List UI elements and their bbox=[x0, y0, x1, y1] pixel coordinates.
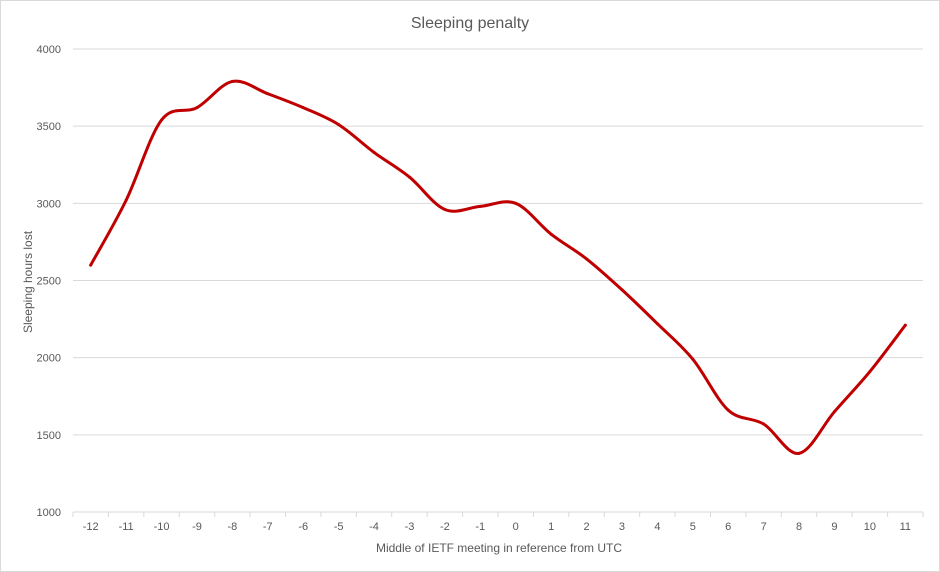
x-tick-label: 11 bbox=[900, 521, 911, 533]
chart-title: Sleeping penalty bbox=[411, 15, 529, 32]
y-axis-ticks: 1000 1500 2000 2500 3000 3500 4000 bbox=[37, 44, 61, 519]
x-tick-label: 10 bbox=[864, 521, 876, 533]
x-tick-label: -12 bbox=[83, 521, 99, 533]
x-tick-label: 7 bbox=[761, 521, 767, 533]
data-point bbox=[620, 288, 624, 292]
series-group bbox=[89, 79, 907, 455]
y-tick-label: 1000 bbox=[37, 507, 61, 519]
y-tick-label: 4000 bbox=[37, 44, 61, 56]
data-point bbox=[691, 357, 695, 361]
data-point bbox=[89, 263, 93, 267]
x-tick-label: 0 bbox=[513, 521, 519, 533]
y-tick-label: 3000 bbox=[37, 198, 61, 210]
data-point bbox=[301, 106, 305, 110]
data-point bbox=[797, 451, 801, 455]
data-point bbox=[514, 201, 518, 205]
x-tick-label: -3 bbox=[405, 521, 415, 533]
data-point bbox=[549, 232, 553, 236]
x-tick-label: 6 bbox=[725, 521, 731, 533]
x-tick-label: -9 bbox=[192, 521, 202, 533]
series-line bbox=[89, 79, 907, 455]
data-point bbox=[124, 198, 128, 202]
y-tick-label: 2500 bbox=[37, 276, 61, 288]
data-point bbox=[443, 208, 447, 212]
data-point bbox=[266, 92, 270, 96]
x-tick-label: 2 bbox=[583, 521, 589, 533]
x-tick-label: -1 bbox=[475, 521, 485, 533]
gridlines bbox=[73, 48, 923, 513]
x-tick-label: -2 bbox=[440, 521, 450, 533]
x-tick-label: -5 bbox=[334, 521, 344, 533]
data-point bbox=[195, 106, 199, 110]
data-point bbox=[655, 322, 659, 326]
x-tick-label: -6 bbox=[298, 521, 308, 533]
x-tick-label: 1 bbox=[548, 521, 554, 533]
x-axis-title: Middle of IETF meeting in reference from… bbox=[376, 541, 622, 555]
x-tick-label: -7 bbox=[263, 521, 273, 533]
x-tick-label: 3 bbox=[619, 521, 625, 533]
x-tick-label: -4 bbox=[369, 521, 379, 533]
y-axis-title: Sleeping hours lost bbox=[21, 230, 35, 333]
x-tick-label: -11 bbox=[119, 521, 134, 533]
x-tick-label: -8 bbox=[227, 521, 237, 533]
y-tick-label: 1500 bbox=[37, 430, 61, 442]
data-point bbox=[372, 150, 376, 154]
data-point bbox=[868, 370, 872, 374]
y-tick-label: 2000 bbox=[37, 353, 61, 365]
data-point bbox=[230, 79, 234, 83]
data-point bbox=[903, 323, 907, 327]
x-tick-label: -10 bbox=[154, 521, 170, 533]
x-tick-label: 4 bbox=[654, 521, 660, 533]
data-point bbox=[726, 408, 730, 412]
data-point bbox=[585, 257, 589, 261]
x-tick-label: 5 bbox=[690, 521, 696, 533]
data-point bbox=[407, 175, 411, 179]
data-point bbox=[478, 204, 482, 208]
data-point bbox=[160, 118, 164, 122]
x-tick-label: 8 bbox=[796, 521, 802, 533]
x-axis-ticks: -12 -11 -10 -9 -8 -7 -6 -5 -4 -3 -2 -1 0 1 2 3 4 5 6 7 8 9 10 1… bbox=[72, 512, 924, 533]
y-tick-label: 3500 bbox=[37, 121, 61, 133]
x-tick-label: 9 bbox=[831, 521, 837, 533]
data-point bbox=[832, 410, 836, 414]
data-point bbox=[762, 422, 766, 426]
data-point bbox=[337, 123, 341, 127]
